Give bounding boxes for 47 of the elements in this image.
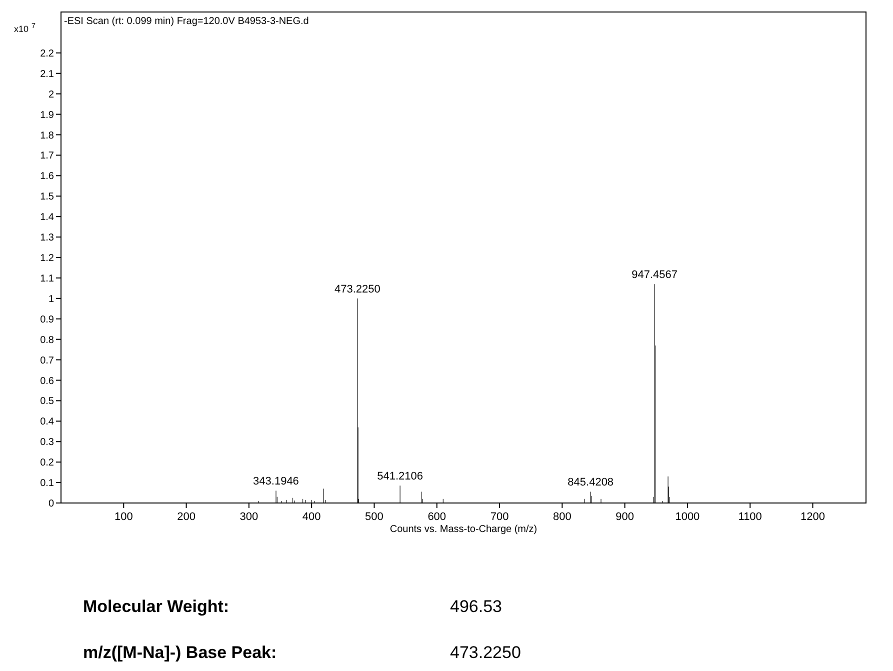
annotation: 473.2250 <box>334 283 380 296</box>
y-tick-label: 1.8 <box>40 130 54 142</box>
x-axis-title: Counts vs. Mass-to-Charge (m/z) <box>390 524 538 535</box>
text: Molecular Weight: <box>83 597 230 616</box>
y-axis-title: x10$^{7}$ <box>14 20 36 34</box>
chart-title: -ESI Scan (rt: 0.099 min) Frag=120.0V B4953-3-NEG.d <box>64 16 309 27</box>
y-tick-label: 0.2 <box>40 458 54 469</box>
y-tick-label: 0.5 <box>40 396 54 408</box>
x-tick-label: 300 <box>240 511 258 523</box>
y-tick-label: 1.4 <box>40 212 54 224</box>
y-tick-label: 1.1 <box>40 273 54 284</box>
text: m/z([M-Na]-) Base Peak: <box>83 643 277 662</box>
annotation: 845.4208 <box>568 476 614 489</box>
y-tick-label: 0.6 <box>40 376 54 387</box>
annotation: 541.2106 <box>377 470 423 483</box>
y-tick-label: 0 <box>48 498 54 510</box>
y-tick-label: 1 <box>48 294 54 305</box>
y-tick-label: 2.2 <box>40 48 54 60</box>
x-tick-label: 400 <box>302 511 321 523</box>
y-tick-label: 1.3 <box>40 232 54 244</box>
x-tick-label: 600 <box>428 511 446 523</box>
y-tick-label: 0.4 <box>40 416 54 428</box>
x-tick-label: 700 <box>490 511 509 523</box>
y-tick-label: 0.8 <box>40 334 54 346</box>
x-tick-label: 800 <box>552 511 572 523</box>
x-tick-label: 200 <box>177 511 196 523</box>
y-tick-label: 1.7 <box>40 150 54 162</box>
x-tick-label: 500 <box>365 511 384 523</box>
text: 496.53 <box>450 597 502 616</box>
y-tick-label: 1.9 <box>40 110 54 121</box>
y-tick-label: 0.7 <box>40 355 54 366</box>
annotation: 343.1946 <box>253 476 299 488</box>
y-tick-label: 1.6 <box>40 171 54 182</box>
x-tick-label: 1000 <box>675 511 700 523</box>
x-tick-label: 1200 <box>800 511 825 523</box>
y-tick-label: 0.1 <box>40 478 54 490</box>
x-tick-label: 1100 <box>738 511 762 523</box>
y-tick-label: 1.5 <box>40 192 54 203</box>
x-tick-label: 900 <box>616 511 634 523</box>
y-tick-label: 0.3 <box>40 437 54 448</box>
y-tick-label: 2 <box>48 89 54 100</box>
y-tick-label: 0.9 <box>40 314 54 326</box>
text: 473.2250 <box>450 643 521 662</box>
annotation: 947.4567 <box>632 269 678 282</box>
x-tick-label: 100 <box>114 511 133 523</box>
y-tick-label: 2.1 <box>40 68 54 80</box>
y-tick-label: 1.2 <box>40 253 54 264</box>
